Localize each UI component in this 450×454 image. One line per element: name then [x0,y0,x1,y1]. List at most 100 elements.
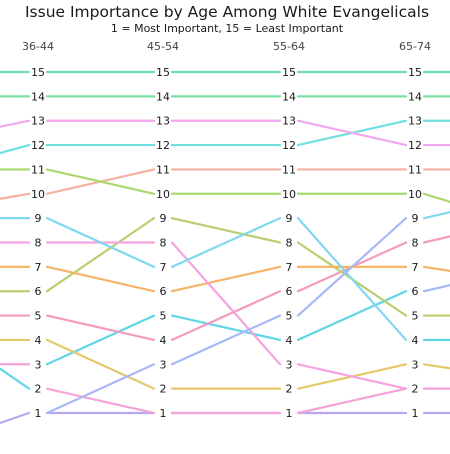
rank-label: 10 [156,188,170,201]
rank-label: 6 [286,285,293,298]
rank-label: 12 [156,139,170,152]
rank-label: 14 [31,90,45,103]
rank-label: 2 [160,383,167,396]
rank-label: 5 [35,310,42,323]
series-segment [296,119,408,147]
rank-label: 13 [31,115,45,128]
series-segment [296,290,408,342]
edge-segment-left [0,119,31,128]
edge-lines [0,70,450,425]
rank-label: 1 [412,407,419,420]
series-segment [45,314,156,342]
rank-label: 9 [286,212,293,225]
series-segment [170,314,282,366]
series-segment [170,314,282,342]
edge-segment-right [422,192,450,203]
rank-label: 11 [156,163,170,176]
rank-label: 6 [412,285,419,298]
rank-label: 5 [412,310,419,323]
edge-segment-left [0,192,31,200]
edge-segment-right [422,265,450,272]
rank-label: 9 [412,212,419,225]
series-segment [296,217,408,317]
column-label: 55-64 [273,40,305,53]
rank-label: 3 [35,358,42,371]
column-label: 65-74 [399,40,431,53]
series-lines [45,70,408,415]
rank-label: 12 [282,139,296,152]
rank-label: 2 [286,383,293,396]
edge-segment-right [422,363,450,370]
rank-label: 12 [31,139,45,152]
edge-segment-right [422,235,450,244]
rank-label: 6 [35,285,42,298]
rank-label: 4 [286,334,293,347]
rank-label: 12 [408,139,422,152]
series-segment [170,241,282,366]
rank-label: 10 [31,188,45,201]
rank-label: 13 [282,115,296,128]
rank-label: 8 [35,237,42,250]
rank-label: 14 [282,90,296,103]
column-label: 45-54 [147,40,179,53]
rank-label: 2 [35,383,42,396]
rank-label: 1 [160,407,167,420]
column-labels: 36-44 45-54 55-64 65-74 [22,40,431,53]
rank-label: 9 [160,212,167,225]
rank-label: 15 [408,66,422,79]
rank-label: 15 [31,66,45,79]
rank-label: 7 [35,261,42,274]
edge-segment-right [422,284,450,293]
rank-label: 10 [408,188,422,201]
rank-label: 3 [286,358,293,371]
edge-segment-right [422,211,450,220]
rank-label: 7 [160,261,167,274]
rank-label: 1 [286,407,293,420]
rank-label: 8 [412,237,419,250]
chart-subtitle: 1 = Most Important, 15 = Least Important [111,22,344,35]
rank-label: 14 [408,90,422,103]
edge-segment-left [0,411,31,425]
rank-label: 3 [160,358,167,371]
series-segment [170,217,282,244]
rank-label: 4 [412,334,419,347]
rank-label: 2 [412,383,419,396]
column-label: 36-44 [22,40,54,53]
series-segment [45,387,156,415]
rank-label: 8 [160,237,167,250]
rank-label: 6 [160,285,167,298]
rank-labels: 1234567891011121314151234567891011121314… [31,66,422,420]
rank-label: 15 [156,66,170,79]
series-segment [45,168,156,195]
series-segment [296,363,408,390]
rank-label: 11 [282,163,296,176]
series-segment [45,217,156,293]
chart-title: Issue Importance by Age Among White Evan… [25,3,429,21]
rank-label: 11 [31,163,45,176]
rank-label: 11 [408,163,422,176]
rank-label: 1 [35,407,42,420]
edge-segment-left [0,367,31,390]
edge-segment-left [0,143,31,155]
series-segment [45,338,156,390]
series-segment [170,290,282,342]
rank-label: 13 [156,115,170,128]
rank-label: 9 [35,212,42,225]
series-segment [296,217,408,342]
series-segment [296,387,408,415]
rank-label: 8 [286,237,293,250]
rank-label: 5 [160,310,167,323]
rank-label: 4 [160,334,167,347]
rank-label: 5 [286,310,293,323]
rank-label: 10 [282,188,296,201]
rank-label: 7 [412,261,419,274]
rank-label: 13 [408,115,422,128]
rank-label: 15 [282,66,296,79]
series-segment [170,217,282,268]
series-segment [45,265,156,293]
rank-label: 7 [286,261,293,274]
rank-label: 4 [35,334,42,347]
series-segment [45,314,156,366]
